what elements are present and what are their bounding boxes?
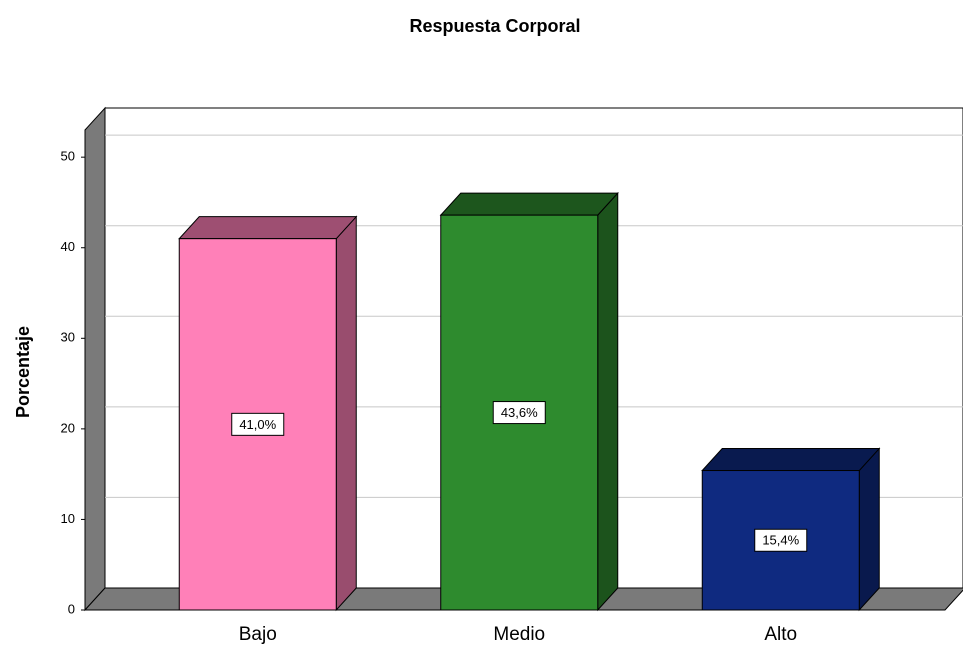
y-axis-title: Porcentaje [13,326,33,418]
value-label: 43,6% [501,405,538,420]
value-label-box [492,401,546,425]
y-tick-label: 20 [61,420,75,435]
left-wall [84,106,106,612]
bar-top [178,216,358,240]
y-tick-label: 0 [68,601,75,616]
value-label: 41,0% [239,417,276,432]
x-tick-label: Medio [493,624,545,645]
chart-title: Respuesta Corporal [409,16,580,36]
bar-side [858,447,880,612]
y-tick-label: 10 [61,511,75,526]
x-tick-label: Bajo [239,624,277,645]
value-label-box [754,528,808,552]
y-tick-label: 30 [61,330,75,345]
y-tick-label: 40 [61,239,75,254]
bar-side [597,191,619,612]
value-label-box [231,412,285,436]
bar-side [335,215,357,612]
bar-top [439,192,619,216]
y-tick-label: 50 [61,149,75,164]
bar-top [701,448,881,472]
x-tick-label: Alto [764,624,797,645]
value-label: 15,4% [762,533,799,548]
